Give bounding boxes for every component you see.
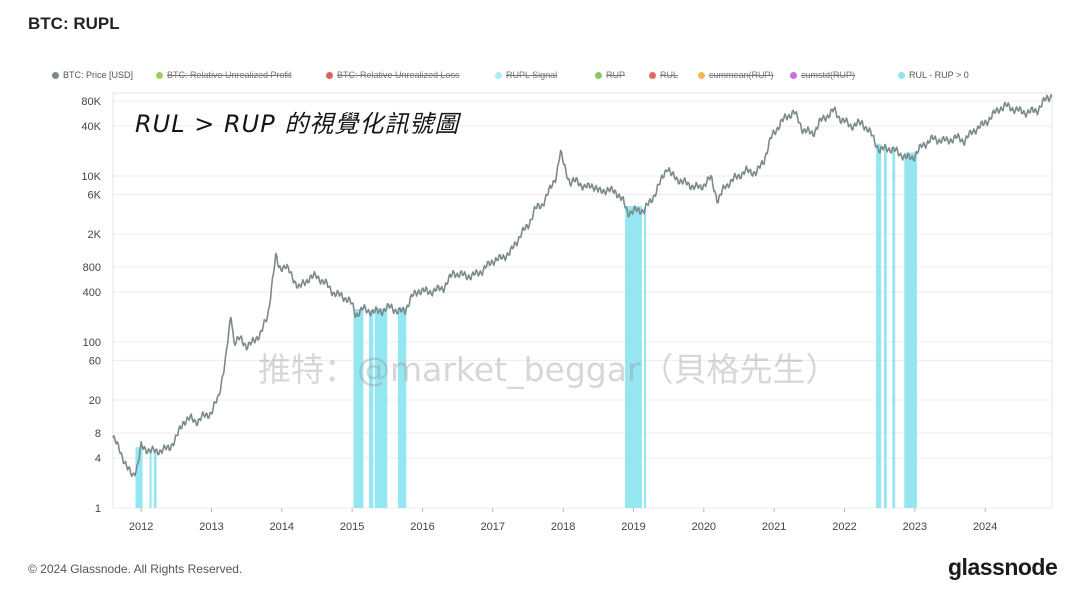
signal-band [369, 310, 374, 508]
signal-band [149, 450, 152, 508]
legend-item[interactable]: cumstd(RUP) [790, 70, 855, 80]
signal-band [892, 149, 896, 509]
legend-label: BTC: Relative Unrealized Profit [167, 70, 292, 80]
x-tick-label: 2022 [832, 521, 856, 533]
grid [112, 92, 1053, 509]
chart-title: BTC: RUPL [28, 14, 120, 33]
signal-band [876, 143, 882, 508]
legend-marker-icon [898, 71, 905, 79]
annotation-text: RUL > RUP 的視覺化訊號圖 [135, 110, 460, 138]
x-tick-label: 2019 [621, 521, 645, 533]
x-tick-label: 2017 [481, 521, 505, 533]
legend-label: BTC: Price [USD] [63, 70, 134, 80]
signal-bands [135, 143, 917, 509]
y-tick-label: 400 [83, 287, 101, 299]
legend-label: cumstd(RUP) [801, 70, 856, 80]
signal-band [374, 308, 388, 508]
price-series [112, 94, 1053, 478]
legend-item[interactable]: RUP [595, 70, 625, 80]
price-line [112, 94, 1053, 478]
x-tick-label: 2018 [551, 521, 575, 533]
signal-band [644, 207, 647, 508]
legend: BTC: Price [USD] BTC: Relative Unrealized… [52, 70, 1052, 84]
y-tick-label: 2K [88, 229, 102, 241]
legend-label: RUL [660, 70, 679, 80]
signal-band [883, 147, 887, 508]
legend-item[interactable]: BTC: Price [USD] [52, 70, 133, 80]
y-tick-label: 1 [95, 503, 101, 515]
x-tick-label: 2015 [340, 521, 364, 533]
signal-band [625, 206, 642, 509]
legend-marker-icon [698, 71, 705, 79]
x-tick-label: 2021 [762, 521, 786, 533]
legend-label: BTC: Relative Unrealized Loss [337, 70, 460, 80]
signal-band [153, 451, 157, 508]
x-tick-label: 2014 [270, 521, 294, 533]
y-tick-label: 100 [83, 337, 101, 349]
x-tick-label: 2013 [199, 521, 223, 533]
legend-label: RUPL Signal [506, 70, 558, 80]
brand-logo: glassnode [948, 554, 1058, 580]
x-tick-label: 2023 [903, 521, 927, 533]
y-tick-label: 60 [89, 355, 101, 367]
x-tick-label: 2016 [410, 521, 434, 533]
x-tick-label: 2012 [129, 521, 153, 533]
copyright: © 2024 Glassnode. All Rights Reserved. [28, 562, 243, 576]
signal-band [904, 152, 917, 508]
y-tick-label: 20 [89, 395, 101, 407]
legend-item[interactable]: RUL - RUP > 0 [898, 70, 969, 80]
legend-item[interactable]: BTC: Relative Unrealized Loss [326, 70, 460, 80]
legend-item[interactable]: cummean(RUP) [698, 70, 774, 80]
legend-item[interactable]: RUL [649, 70, 678, 80]
legend-marker-icon [595, 71, 602, 79]
y-tick-label: 4 [95, 453, 101, 465]
legend-marker-icon [156, 71, 163, 79]
legend-item[interactable]: RUPL Signal [495, 70, 557, 80]
legend-item[interactable]: BTC: Relative Unrealized Profit [156, 70, 292, 80]
legend-marker-icon [326, 71, 333, 79]
signal-band [397, 307, 407, 508]
legend-label: RUP [606, 70, 626, 80]
legend-marker-icon [52, 71, 59, 79]
signal-band [353, 309, 364, 508]
legend-marker-icon [495, 71, 502, 79]
y-tick-label: 6K [88, 189, 102, 201]
y-tick-label: 8 [95, 428, 101, 440]
legend-label: cummean(RUP) [709, 70, 774, 80]
axes: 1 4 8 20 60 100 400 800 2K 6K 10K 40K 80K 2012 2013 201… [81, 96, 997, 533]
legend-marker-icon [649, 71, 656, 79]
x-tick-label: 2020 [692, 521, 716, 533]
watermark: 推特：@market_beggar（貝格先生） [258, 350, 839, 389]
legend-label: RUL - RUP > 0 [909, 70, 969, 80]
y-tick-label: 800 [83, 262, 101, 274]
y-tick-label: 80K [81, 96, 101, 108]
x-tick-label: 2024 [973, 521, 997, 533]
signal-band [135, 447, 143, 508]
y-tick-label: 10K [81, 171, 101, 183]
legend-marker-icon [790, 71, 797, 79]
y-tick-label: 40K [81, 121, 101, 133]
